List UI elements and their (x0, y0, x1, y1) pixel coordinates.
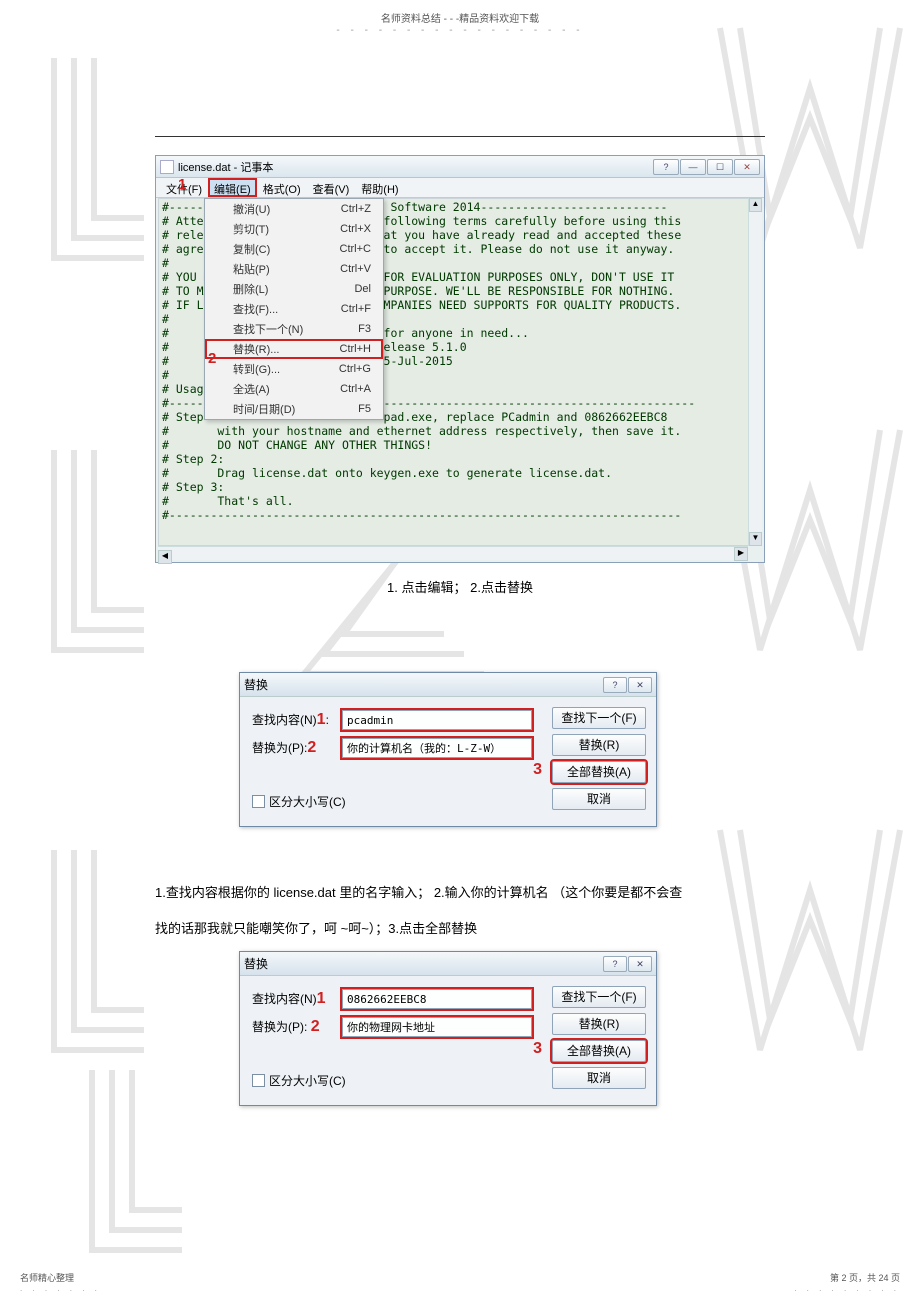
menubar: 文件(F) 编辑(E) 格式(O) 查看(V) 帮助(H) (156, 178, 764, 198)
dialog1-num-2: 2 (307, 739, 316, 756)
minimize-button[interactable]: — (680, 159, 706, 175)
replace-dialog-1: 替换 ? ✕ 查找内容(N)1: 替换为(P):2 3 区分大小 (239, 672, 657, 827)
callout-2: 2 (208, 350, 216, 367)
replace-dialog-2: 替换 ? ✕ 查找内容(N)1 替换为(P): 2 3 区分大小 (239, 951, 657, 1106)
footer-right-dots: . . . . . . . . . (794, 1284, 900, 1293)
dialog1-wrap: 替换 ? ✕ 查找内容(N)1: 替换为(P):2 3 区分大小 (239, 672, 765, 827)
dialog1-close-button[interactable]: ✕ (628, 677, 652, 693)
dialog1-findnext-button[interactable]: 查找下一个(F) (552, 707, 646, 729)
dd-selectall[interactable]: 全选(A)Ctrl+A (205, 379, 383, 399)
dialog2-case-label: 区分大小写(C) (269, 1072, 346, 1089)
dialog1-case-checkbox[interactable] (252, 795, 265, 808)
watermark-L-top (24, 48, 154, 298)
menu-format[interactable]: 格式(O) (257, 178, 307, 197)
dialog2-close-button[interactable]: ✕ (628, 956, 652, 972)
edit-dropdown: 撤消(U)Ctrl+Z 剪切(T)Ctrl+X 复制(C)Ctrl+C 粘贴(P… (204, 198, 384, 420)
titlebar: license.dat - 记事本 ? — ☐ ✕ (156, 156, 764, 178)
dialog1-num-3: 3 (533, 761, 542, 779)
dd-copy[interactable]: 复制(C)Ctrl+C (205, 239, 383, 259)
content-area: license.dat - 记事本 ? — ☐ ✕ 1 文件(F) 编辑(E) … (155, 136, 765, 1106)
dialog1-body: 查找内容(N)1: 替换为(P):2 3 区分大小写(C) 查找下一个(F) 替… (240, 697, 656, 826)
dialog2-find-input[interactable] (342, 989, 532, 1009)
dialog2-find-label: 查找内容(N)1 (252, 990, 342, 1008)
dialog1-find-label: 查找内容(N)1: (252, 711, 342, 729)
scroll-up-icon[interactable]: ▲ (749, 198, 762, 212)
dialog2-case-checkbox[interactable] (252, 1074, 265, 1087)
notepad-window: license.dat - 记事本 ? — ☐ ✕ 1 文件(F) 编辑(E) … (155, 155, 765, 563)
dd-replace[interactable]: 替换(R)...Ctrl+H (205, 339, 383, 359)
dialog1-title: 替换 (244, 676, 268, 693)
dialog2-replace-label: 替换为(P): 2 (252, 1018, 342, 1036)
caption-1: 1. 点击编辑； 2.点击替换 (155, 577, 765, 596)
para2: 找的话那我就只能嘲笑你了，呵 ~呵~）；3.点击全部替换 (155, 911, 765, 947)
dd-goto[interactable]: 转到(G)...Ctrl+G (205, 359, 383, 379)
menu-edit[interactable]: 编辑(E) (208, 178, 257, 197)
footer-right-text: 第 2 页，共 24 页 (794, 1271, 900, 1284)
scroll-right-icon[interactable]: ▶ (734, 547, 748, 561)
dd-undo[interactable]: 撤消(U)Ctrl+Z (205, 199, 383, 219)
window-buttons: ? — ☐ ✕ (652, 159, 760, 175)
dialog2-cancel-button[interactable]: 取消 (552, 1067, 646, 1089)
dialog1-replace-label: 替换为(P):2 (252, 739, 342, 757)
menu-help[interactable]: 帮助(H) (355, 178, 404, 197)
callout-1: 1 (178, 176, 186, 193)
dialog1-help-button[interactable]: ? (603, 677, 627, 693)
dialog1-replaceall-button[interactable]: 全部替换(A) (552, 761, 646, 783)
dd-delete[interactable]: 删除(L)Del (205, 279, 383, 299)
dialog1-replace-input[interactable] (342, 738, 532, 758)
maximize-button[interactable]: ☐ (707, 159, 733, 175)
dd-findnext[interactable]: 查找下一个(N)F3 (205, 319, 383, 339)
dialog2-title: 替换 (244, 955, 268, 972)
dd-find[interactable]: 查找(F)...Ctrl+F (205, 299, 383, 319)
dialog2-num-3: 3 (533, 1040, 542, 1058)
dialog2-titlebar: 替换 ? ✕ (240, 952, 656, 976)
scrollbar-vertical[interactable]: ▲ ▼ (748, 198, 762, 546)
watermark-L-mid (24, 440, 154, 690)
dialog1-case-label: 区分大小写(C) (269, 793, 346, 810)
dd-paste[interactable]: 粘贴(P)Ctrl+V (205, 259, 383, 279)
dialog1-num-1: 1 (317, 711, 326, 728)
titlebar-left: license.dat - 记事本 (160, 159, 273, 175)
window-title: license.dat - 记事本 (178, 159, 273, 175)
scroll-left-icon[interactable]: ◀ (158, 550, 172, 564)
dialog2-num-2: 2 (311, 1018, 320, 1035)
dialog1-find-input[interactable] (342, 710, 532, 730)
dialog2-buttons: 查找下一个(F) 替换(R) 全部替换(A) 取消 (552, 986, 646, 1089)
footer-left-dots: . . . . . . . (20, 1284, 101, 1293)
menu-view[interactable]: 查看(V) (307, 178, 356, 197)
footer-right: 第 2 页，共 24 页 . . . . . . . . . (794, 1271, 900, 1293)
dialog2-findnext-button[interactable]: 查找下一个(F) (552, 986, 646, 1008)
dialog2-num-1: 1 (317, 990, 326, 1007)
dialog2-help-button[interactable]: ? (603, 956, 627, 972)
dd-cut[interactable]: 剪切(T)Ctrl+X (205, 219, 383, 239)
help-button[interactable]: ? (653, 159, 679, 175)
footer-left: 名师精心整理 . . . . . . . (20, 1271, 101, 1293)
dialog2-replace-button[interactable]: 替换(R) (552, 1013, 646, 1035)
dialog1-cancel-button[interactable]: 取消 (552, 788, 646, 810)
dialog1-replace-button[interactable]: 替换(R) (552, 734, 646, 756)
dialog1-buttons: 查找下一个(F) 替换(R) 全部替换(A) 取消 (552, 707, 646, 810)
dialog1-titlebar: 替换 ? ✕ (240, 673, 656, 697)
dialog2-replace-input[interactable] (342, 1017, 532, 1037)
scroll-down-icon[interactable]: ▼ (749, 532, 762, 546)
dialog2-wrap: 替换 ? ✕ 查找内容(N)1 替换为(P): 2 3 区分大小 (239, 951, 765, 1106)
body-text: 1.查找内容根据你的 license.dat 里的名字输入； 2.输入你的计算机… (155, 875, 765, 947)
dialog2-replaceall-button[interactable]: 全部替换(A) (552, 1040, 646, 1062)
close-button[interactable]: ✕ (734, 159, 760, 175)
scrollbar-horizontal[interactable]: ◀ ▶ (158, 546, 748, 560)
dialog2-body: 查找内容(N)1 替换为(P): 2 3 区分大小写(C) 查找下一个(F) 替… (240, 976, 656, 1105)
para1: 1.查找内容根据你的 license.dat 里的名字输入； 2.输入你的计算机… (155, 875, 765, 911)
dd-datetime[interactable]: 时间/日期(D)F5 (205, 399, 383, 419)
footer-left-text: 名师精心整理 (20, 1271, 101, 1284)
notepad-icon (160, 160, 174, 174)
page-footer: 名师精心整理 . . . . . . . 第 2 页，共 24 页 . . . … (20, 1271, 900, 1293)
watermark-L-bot1 (24, 840, 154, 1090)
